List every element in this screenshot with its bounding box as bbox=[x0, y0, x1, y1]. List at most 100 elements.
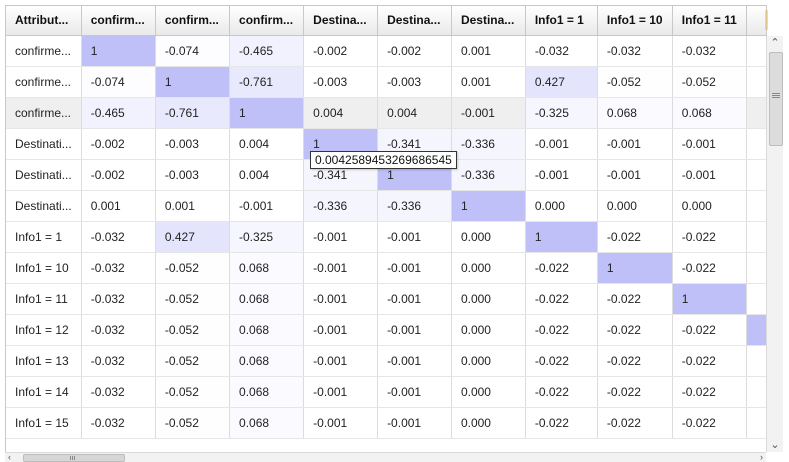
correlation-cell[interactable]: -0.052 bbox=[155, 314, 231, 346]
correlation-cell-partial[interactable] bbox=[746, 407, 767, 439]
table-row[interactable]: Info1 = 12 -0.032 -0.052 0.068 -0.001 -0.001 0… bbox=[6, 314, 767, 346]
correlation-cell[interactable]: -0.052 bbox=[155, 345, 231, 377]
correlation-cell[interactable]: -0.032 bbox=[81, 345, 156, 377]
correlation-cell[interactable]: 0.068 bbox=[229, 407, 305, 439]
correlation-cell[interactable]: -0.336 bbox=[451, 159, 526, 191]
correlation-matrix-grid[interactable]: Attribut... confirm... confirm... confirm..… bbox=[5, 5, 767, 453]
correlation-cell[interactable]: -0.032 bbox=[597, 35, 673, 67]
correlation-cell[interactable]: -0.022 bbox=[672, 407, 748, 439]
correlation-cell[interactable]: -0.001 bbox=[377, 221, 452, 253]
correlation-cell[interactable]: -0.336 bbox=[303, 190, 379, 222]
column-header-attribute[interactable]: Attribut... bbox=[6, 6, 82, 36]
correlation-cell[interactable]: -0.001 bbox=[303, 376, 379, 408]
table-row[interactable]: Destinati... 0.001 0.001 -0.001 -0.336 -0.336… bbox=[6, 190, 767, 222]
column-header[interactable]: Info1 = 10 bbox=[597, 6, 673, 36]
correlation-cell[interactable]: 0.004 bbox=[377, 97, 452, 129]
correlation-cell[interactable]: 1 bbox=[525, 221, 598, 253]
correlation-cell[interactable]: 0.427 bbox=[525, 66, 598, 98]
row-label[interactable]: Destinati... bbox=[6, 128, 82, 160]
correlation-cell[interactable]: 0.068 bbox=[672, 97, 748, 129]
correlation-cell[interactable]: -0.003 bbox=[155, 128, 231, 160]
correlation-cell[interactable]: -0.052 bbox=[597, 66, 673, 98]
table-row[interactable]: Info1 = 13 -0.032 -0.052 0.068 -0.001 -0.001 0… bbox=[6, 345, 767, 377]
column-header[interactable]: Destina... bbox=[377, 6, 452, 36]
correlation-cell[interactable]: -0.022 bbox=[597, 345, 673, 377]
row-label[interactable]: confirme... bbox=[6, 97, 82, 129]
correlation-cell[interactable]: 0.004 bbox=[303, 97, 379, 129]
correlation-cell[interactable]: -0.052 bbox=[155, 283, 231, 315]
correlation-cell-partial[interactable] bbox=[746, 345, 767, 377]
correlation-cell-partial[interactable] bbox=[746, 376, 767, 408]
correlation-cell[interactable]: -0.022 bbox=[672, 314, 748, 346]
correlation-cell[interactable]: 0.004 bbox=[229, 128, 305, 160]
column-header[interactable]: Destina... bbox=[451, 6, 526, 36]
correlation-cell[interactable]: -0.465 bbox=[229, 35, 305, 67]
correlation-cell[interactable]: -0.032 bbox=[81, 314, 156, 346]
correlation-cell-partial[interactable] bbox=[746, 128, 767, 160]
correlation-cell[interactable]: 1 bbox=[451, 190, 526, 222]
correlation-cell[interactable]: -0.032 bbox=[81, 407, 156, 439]
correlation-cell[interactable]: -0.022 bbox=[672, 376, 748, 408]
column-header[interactable]: confirm... bbox=[229, 6, 305, 36]
correlation-cell[interactable]: -0.032 bbox=[525, 35, 598, 67]
table-row[interactable]: Info1 = 10 -0.032 -0.052 0.068 -0.001 -0.001 0… bbox=[6, 252, 767, 284]
row-label[interactable]: Info1 = 1 bbox=[6, 221, 82, 253]
table-row[interactable]: Info1 = 15 -0.032 -0.052 0.068 -0.001 -0.001 0… bbox=[6, 407, 767, 439]
correlation-cell-partial[interactable] bbox=[746, 190, 767, 222]
column-header[interactable]: Info1 = 11 bbox=[672, 6, 748, 36]
table-row[interactable]: Info1 = 14 -0.032 -0.052 0.068 -0.001 -0.001 0… bbox=[6, 376, 767, 408]
correlation-cell-partial[interactable] bbox=[746, 314, 767, 346]
correlation-cell[interactable]: -0.052 bbox=[672, 66, 748, 98]
correlation-cell[interactable]: 0.000 bbox=[451, 314, 526, 346]
correlation-cell[interactable]: -0.001 bbox=[525, 128, 598, 160]
column-header-partial[interactable] bbox=[746, 6, 767, 36]
correlation-cell[interactable]: -0.022 bbox=[525, 345, 598, 377]
correlation-cell[interactable]: -0.022 bbox=[597, 283, 673, 315]
correlation-cell[interactable]: -0.022 bbox=[597, 376, 673, 408]
correlation-cell[interactable]: -0.074 bbox=[155, 35, 231, 67]
chevron-down-icon[interactable]: ⌄ bbox=[770, 439, 780, 451]
correlation-cell[interactable]: -0.022 bbox=[672, 221, 748, 253]
correlation-cell[interactable]: -0.001 bbox=[229, 190, 305, 222]
table-row[interactable]: confirme... 1 -0.074 -0.465 -0.002 -0.002 0.00… bbox=[6, 35, 767, 67]
correlation-cell[interactable]: -0.001 bbox=[377, 407, 452, 439]
correlation-cell[interactable]: -0.001 bbox=[597, 128, 673, 160]
correlation-cell[interactable]: -0.022 bbox=[672, 252, 748, 284]
correlation-cell[interactable]: -0.022 bbox=[525, 252, 598, 284]
row-label[interactable]: Info1 = 11 bbox=[6, 283, 82, 315]
row-label[interactable]: confirme... bbox=[6, 35, 82, 67]
correlation-cell[interactable]: 0.068 bbox=[229, 283, 305, 315]
correlation-cell[interactable]: -0.052 bbox=[155, 407, 231, 439]
correlation-cell[interactable]: 0.000 bbox=[672, 190, 748, 222]
correlation-cell[interactable]: -0.325 bbox=[229, 221, 305, 253]
correlation-cell[interactable]: -0.074 bbox=[81, 66, 156, 98]
table-row[interactable]: Destinati... -0.002 -0.003 0.004 -0.341 1 -0.3… bbox=[6, 159, 767, 191]
correlation-cell[interactable]: 1 bbox=[597, 252, 673, 284]
correlation-cell[interactable]: -0.002 bbox=[303, 35, 379, 67]
correlation-cell[interactable]: -0.001 bbox=[672, 159, 748, 191]
row-label[interactable]: Destinati... bbox=[6, 190, 82, 222]
correlation-cell[interactable]: 0.000 bbox=[451, 345, 526, 377]
correlation-cell[interactable]: -0.336 bbox=[451, 128, 526, 160]
chevron-right-icon[interactable]: › bbox=[760, 452, 763, 462]
correlation-cell[interactable]: -0.032 bbox=[81, 221, 156, 253]
correlation-cell[interactable]: -0.002 bbox=[377, 35, 452, 67]
correlation-cell[interactable]: -0.022 bbox=[597, 221, 673, 253]
correlation-cell[interactable]: 1 bbox=[81, 35, 156, 67]
correlation-cell[interactable]: -0.001 bbox=[303, 345, 379, 377]
correlation-cell[interactable]: -0.003 bbox=[303, 66, 379, 98]
correlation-cell[interactable]: 0.068 bbox=[597, 97, 673, 129]
table-row[interactable]: confirme... -0.074 1 -0.761 -0.003 -0.003 0.00… bbox=[6, 66, 767, 98]
correlation-cell[interactable]: -0.052 bbox=[155, 252, 231, 284]
row-label[interactable]: Info1 = 12 bbox=[6, 314, 82, 346]
vertical-scroll-thumb[interactable] bbox=[769, 52, 783, 146]
correlation-cell[interactable]: 0.068 bbox=[229, 314, 305, 346]
correlation-cell[interactable]: 0.068 bbox=[229, 252, 305, 284]
correlation-cell[interactable]: -0.022 bbox=[525, 314, 598, 346]
correlation-cell[interactable]: -0.001 bbox=[303, 221, 379, 253]
correlation-cell[interactable]: -0.001 bbox=[303, 314, 379, 346]
correlation-cell[interactable]: -0.032 bbox=[81, 252, 156, 284]
row-label[interactable]: Destinati... bbox=[6, 159, 82, 191]
correlation-cell[interactable]: -0.001 bbox=[377, 314, 452, 346]
correlation-cell[interactable]: -0.022 bbox=[672, 345, 748, 377]
